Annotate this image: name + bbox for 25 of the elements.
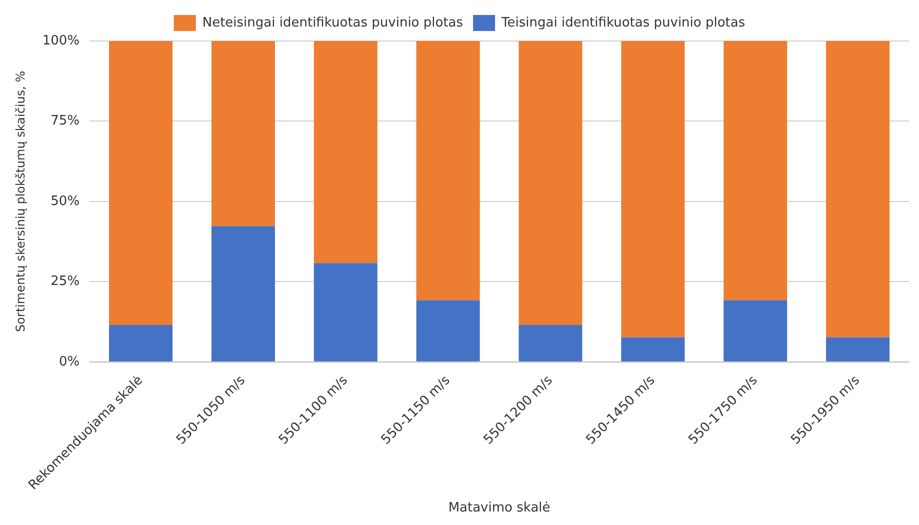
bar <box>826 337 890 362</box>
bar <box>211 226 275 362</box>
bar <box>724 41 788 300</box>
bar <box>621 41 685 338</box>
bar <box>211 41 275 226</box>
y-axis-title: Sortimentų skersinių plokštumų skaičius, % <box>13 70 28 332</box>
y-tick-label: 0% <box>58 354 80 370</box>
bar <box>416 300 480 362</box>
legend-label: Teisingai identifikuotas puvinio plotas <box>500 15 746 30</box>
bar <box>826 41 890 338</box>
bar <box>314 41 378 264</box>
bar <box>518 41 582 326</box>
y-tick-label: 25% <box>50 274 80 290</box>
y-tick-label: 75% <box>50 114 80 129</box>
y-tick-label: 100% <box>42 33 80 48</box>
bar <box>109 41 173 326</box>
bar <box>621 337 685 362</box>
bar <box>518 325 582 362</box>
x-axis-title: Matavimo skalė <box>448 500 550 516</box>
y-tick-label: 50% <box>50 194 80 209</box>
bar <box>314 263 378 362</box>
bar <box>109 325 173 362</box>
bar <box>416 41 480 300</box>
bar <box>724 300 788 362</box>
legend-label: Neteisingai identifikuotas puvinio plotas <box>202 15 464 30</box>
